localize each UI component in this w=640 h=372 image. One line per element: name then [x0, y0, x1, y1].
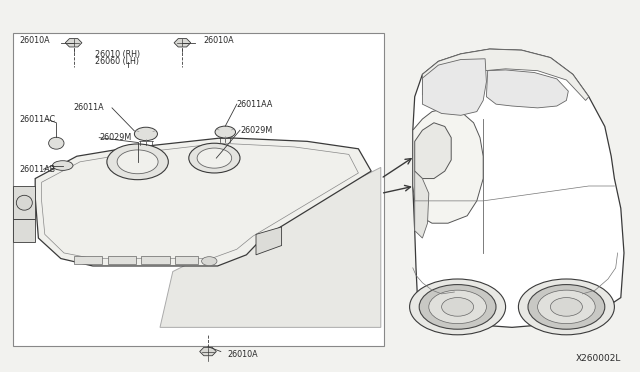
- Text: 26029M: 26029M: [99, 133, 131, 142]
- Bar: [74, 256, 102, 264]
- Text: 26010 (RH): 26010 (RH): [95, 50, 140, 59]
- Polygon shape: [174, 39, 191, 47]
- Text: 26011AA: 26011AA: [237, 100, 273, 109]
- Circle shape: [197, 148, 232, 168]
- Polygon shape: [415, 171, 429, 238]
- Text: 26010A: 26010A: [227, 350, 258, 359]
- Circle shape: [134, 127, 157, 141]
- Polygon shape: [413, 49, 624, 327]
- Bar: [108, 256, 136, 264]
- Polygon shape: [35, 138, 371, 266]
- Ellipse shape: [52, 161, 73, 170]
- Circle shape: [215, 126, 236, 138]
- Text: 26011AC: 26011AC: [19, 115, 55, 124]
- Circle shape: [442, 298, 474, 316]
- Polygon shape: [415, 123, 451, 179]
- Circle shape: [107, 144, 168, 180]
- Polygon shape: [13, 186, 35, 219]
- Circle shape: [550, 298, 582, 316]
- Text: 26060 (LH): 26060 (LH): [95, 57, 139, 65]
- Bar: [195, 154, 216, 162]
- Text: 26010A: 26010A: [204, 36, 234, 45]
- Bar: [122, 163, 147, 171]
- Polygon shape: [486, 70, 568, 108]
- Polygon shape: [160, 167, 381, 327]
- Text: 26011AB: 26011AB: [19, 165, 55, 174]
- Circle shape: [117, 150, 158, 174]
- Polygon shape: [422, 49, 589, 100]
- Text: 26029M: 26029M: [240, 126, 272, 135]
- Text: X260002L: X260002L: [575, 354, 621, 363]
- Circle shape: [538, 290, 595, 324]
- Bar: [175, 256, 198, 264]
- Polygon shape: [65, 39, 82, 47]
- Circle shape: [410, 279, 506, 335]
- Polygon shape: [413, 108, 483, 223]
- Circle shape: [419, 285, 496, 329]
- Polygon shape: [256, 227, 282, 255]
- Circle shape: [528, 285, 605, 329]
- Circle shape: [429, 290, 486, 324]
- Polygon shape: [422, 59, 486, 115]
- Ellipse shape: [49, 137, 64, 149]
- Bar: [13, 33, 384, 346]
- Text: 26010A: 26010A: [19, 36, 50, 45]
- Circle shape: [189, 143, 240, 173]
- Bar: [141, 256, 170, 264]
- Polygon shape: [200, 347, 216, 356]
- Ellipse shape: [17, 195, 32, 210]
- Circle shape: [202, 257, 217, 266]
- Polygon shape: [13, 219, 35, 242]
- Circle shape: [518, 279, 614, 335]
- Text: 26011A: 26011A: [74, 103, 104, 112]
